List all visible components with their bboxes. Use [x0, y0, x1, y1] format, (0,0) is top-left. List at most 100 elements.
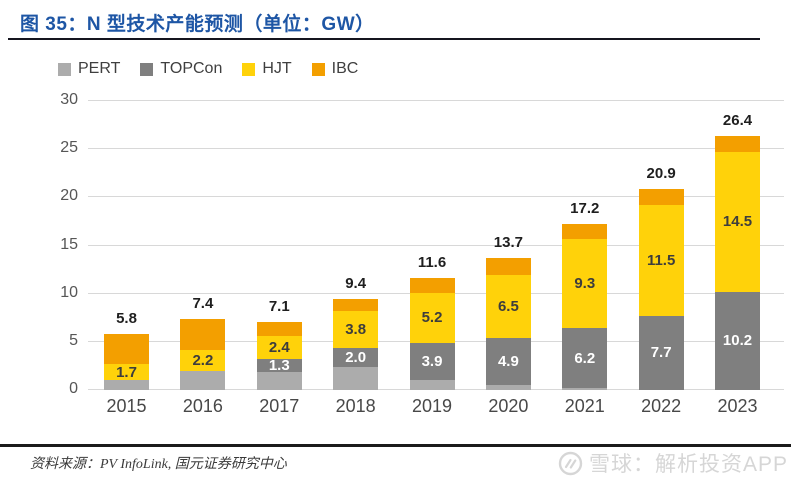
bar-segment-topcon-2018: 2.0: [333, 347, 379, 367]
bar-segment-pert-2019: [409, 380, 455, 390]
segment-value-label: 4.9: [497, 353, 519, 371]
bar-segment-hjt-2023: 14.5: [715, 152, 760, 292]
total-value-label: 5.8: [116, 310, 137, 328]
legend-swatch-pert: [58, 62, 71, 76]
x-axis-label-2018: 2018: [335, 396, 376, 416]
gridline: [88, 100, 784, 101]
total-value-label: 11.6: [417, 254, 447, 272]
gridline: [88, 244, 784, 246]
legend-label: HJT: [262, 60, 292, 77]
y-axis: 0 5 10 15 20 25 30: [26, 91, 78, 397]
legend-label: TOPCon: [160, 60, 223, 77]
title-underline: [8, 38, 760, 40]
watermark-text: 雪球：解析投资APP: [588, 453, 788, 476]
bar-segment-ibc-2023: [715, 135, 760, 153]
bar-segment-hjt-2016: 2.2: [180, 349, 226, 371]
bar-segment-topcon-2022: 7.7: [638, 315, 684, 390]
bar-segment-ibc-2017: [256, 321, 302, 337]
bar-segment-hjt-2020: 6.5: [485, 275, 531, 338]
bar-column-2020: 4.9 6.5 13.7: [485, 101, 531, 390]
legend-item-pert: PERT: [58, 60, 120, 78]
total-value-label: 9.4: [345, 275, 367, 293]
y-axis-label: 5: [69, 331, 78, 349]
segment-value-label: 7.7: [650, 344, 672, 362]
segment-value-label: 5.2: [421, 309, 443, 327]
legend-item-topcon: TOPCon: [140, 60, 222, 78]
x-axis-label-2022: 2022: [641, 396, 682, 416]
legend-swatch-topcon: [140, 62, 154, 76]
bar-segment-pert-2020: [485, 385, 531, 390]
bar-column-2023: 10.2 14.5 26.4: [715, 101, 760, 390]
y-axis-label: 0: [69, 380, 78, 397]
x-axis: 2015 2016 2017 2018 2019 2020 2021 2022 2023: [88, 396, 784, 417]
y-axis-label: 30: [60, 91, 78, 108]
x-axis-label-2021: 2021: [564, 396, 605, 416]
legend-label: IBC: [331, 60, 359, 77]
segment-value-label: 2.4: [268, 339, 290, 357]
total-value-label: 20.9: [646, 164, 676, 182]
total-value-label: 17.2: [570, 200, 600, 218]
plot-area: 1.7 5.8 2.2 7.4 1.3 2.4 7.1 2.0 3.8 9.4 3.9 5.2 11.6…: [88, 100, 784, 390]
gridline: [88, 148, 784, 150]
segment-value-label: 2.0: [345, 348, 367, 366]
watermark: 雪球：解析投资APP: [558, 448, 788, 478]
legend: PERT TOPCon HJT IBC: [58, 60, 358, 78]
y-axis-label: 25: [60, 139, 78, 157]
bar-segment-ibc-2022: [638, 188, 684, 206]
bar-segment-ibc-2021: [562, 224, 608, 239]
bar-column-2021: 6.2 9.3 17.2: [562, 101, 608, 390]
x-axis-label-2015: 2015: [106, 396, 147, 416]
bar-segment-ibc-2019: [409, 278, 455, 293]
y-axis-label: 10: [60, 283, 78, 301]
bar-segment-ibc-2020: [485, 258, 531, 276]
legend-swatch-ibc: [311, 62, 325, 76]
bar-column-2016: 2.2 7.4: [180, 101, 226, 390]
source-note: 资料来源：PV InfoLink, 国元证券研究中心: [30, 457, 287, 472]
segment-value-label: 3.9: [421, 353, 443, 371]
bar-segment-hjt-2018: 3.8: [333, 311, 379, 348]
segment-value-label: 3.8: [345, 320, 367, 338]
bar-segment-topcon-2019: 3.9: [409, 342, 455, 381]
bar-column-2022: 7.7 11.5 20.9: [638, 101, 684, 390]
x-axis-label-2023: 2023: [717, 396, 758, 416]
x-axis-label-2020: 2020: [488, 396, 529, 416]
bar-segment-pert-2017: [256, 371, 302, 390]
footer-rule: [0, 444, 791, 447]
bar-column-2015: 1.7 5.8: [104, 101, 149, 390]
segment-value-label: 6.5: [497, 298, 519, 316]
gridline: [88, 196, 784, 198]
bar-segment-topcon-2020: 4.9: [485, 337, 531, 386]
y-axis-label: 20: [60, 187, 78, 205]
total-value-label: 13.7: [493, 234, 523, 252]
bar-segment-topcon-2017: 1.3: [256, 356, 302, 374]
bar-segment-pert-2016: [180, 370, 226, 390]
segment-value-label: 1.7: [116, 363, 137, 381]
segment-value-label: 6.2: [574, 349, 596, 367]
bar-segment-hjt-2022: 11.5: [638, 205, 684, 316]
bar-column-2017: 1.3 2.4 7.1: [256, 101, 302, 390]
segment-value-label: 10.2: [722, 332, 753, 350]
bar-column-2018: 2.0 3.8 9.4: [333, 101, 379, 390]
snowball-icon: [558, 451, 583, 476]
y-axis-label: 15: [60, 235, 78, 253]
total-value-label: 7.1: [268, 297, 290, 315]
bars: 1.7 5.8 2.2 7.4 1.3 2.4 7.1 2.0 3.8 9.4 3.9 5.2 11.6…: [88, 101, 784, 390]
segment-value-label: 14.5: [722, 213, 753, 231]
x-axis-label-2019: 2019: [411, 396, 453, 416]
segment-value-label: 9.3: [574, 275, 596, 293]
legend-item-hjt: HJT: [242, 60, 292, 78]
bar-segment-topcon-2021: 6.2: [562, 328, 608, 389]
segment-value-label: 1.3: [268, 356, 290, 374]
x-axis-label-2016: 2016: [182, 396, 223, 416]
bar-segment-topcon-2023: 10.2: [715, 291, 760, 390]
bar-column-2019: 3.9 5.2 11.6: [409, 101, 455, 390]
bar-segment-pert-2018: [333, 366, 379, 390]
legend-label: PERT: [78, 60, 121, 77]
x-axis-label-2017: 2017: [259, 396, 300, 416]
chart-title: 图 35：N 型技术产能预测（单位：GW）: [20, 14, 375, 35]
bar-segment-pert-2021: [562, 388, 608, 390]
bar-segment-ibc-2018: [333, 299, 379, 312]
bar-segment-pert-2015: [104, 380, 149, 390]
legend-item-ibc: IBC: [311, 60, 359, 78]
